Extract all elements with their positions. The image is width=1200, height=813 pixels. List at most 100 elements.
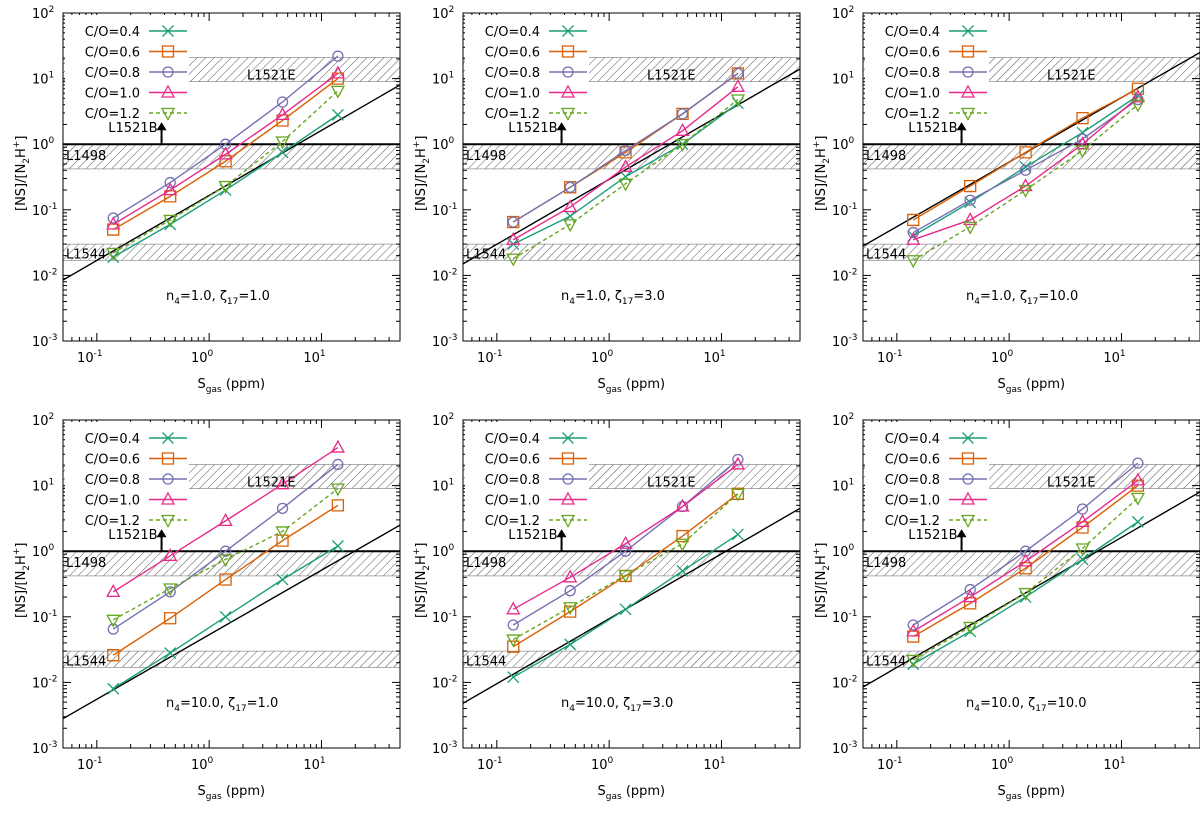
legend: C/O=0.4 C/O=0.6 C/O=0.8 C/O=1.0 C/O=1.2 [465,15,589,122]
panel-annotation: n4=1.0, ζ17=3.0 [561,289,665,307]
legend-marker [560,514,576,528]
data-point [275,136,290,150]
y-tick-label: 102 [432,412,454,429]
data-point [507,640,520,653]
data-point [107,623,119,635]
data-point [275,476,290,490]
data-point [1019,160,1032,173]
data-point [276,114,289,127]
legend-marker [960,514,976,528]
x-tick-label: 10-1 [877,756,903,773]
data-point [331,108,344,121]
series-line [112,55,339,219]
lower-limit-arrowhead [956,122,967,131]
y-tick-label: 10-2 [32,674,58,691]
data-point [1130,89,1145,103]
legend-marker [160,107,176,121]
data-point [618,570,633,584]
legend-label: C/O=1.2 [485,514,540,529]
legend-label: C/O=0.8 [85,473,140,488]
legend-label: C/O=1.0 [485,494,540,509]
y-tick-label: 10-2 [432,674,458,691]
series-c-o-1-0 [106,65,345,230]
data-point [1130,472,1145,486]
data-point [730,488,745,502]
data-point [618,159,633,173]
y-tick-label: 10-1 [832,202,858,219]
data-point [563,602,578,616]
plot-frame [62,12,401,342]
legend-label: C/O=0.4 [485,432,540,447]
data-point [732,67,744,80]
series-c-o-1-2 [506,94,745,267]
data-point [618,535,633,549]
data-point [1018,553,1033,567]
legend-marker [560,107,576,121]
legend-label: C/O=0.4 [485,25,540,40]
x-tick-label: 100 [191,349,214,366]
data-point [1076,111,1089,125]
series-line [912,98,1139,234]
data-point [330,85,345,99]
series-line [112,488,339,621]
data-point [676,529,689,543]
band-label-l1521b: L1521B [508,528,557,543]
data-point [564,181,577,194]
series-c-o-1-0 [906,472,1145,637]
legend: C/O=0.4 C/O=0.6 C/O=0.8 C/O=1.0 C/O=1.2 [65,422,189,529]
band-label-l1498: L1498 [466,149,506,164]
data-point [1130,492,1145,506]
legend-marker [162,473,174,485]
series-line [512,458,739,626]
data-point [219,573,232,586]
data-point [563,219,578,233]
y-axis-label: [NS]/[N2H+] [12,136,32,211]
series-line [512,463,739,610]
series-line [912,479,1139,632]
series-c-o-0-6 [907,82,1145,227]
band-label-l1544: L1544 [466,247,506,262]
trend-line [463,68,800,265]
band-label-l1498: L1498 [66,149,106,164]
data-point [906,623,921,637]
data-point [619,144,632,157]
series-line [912,497,1139,661]
y-tick-label: 10-2 [832,267,858,284]
band-l1544 [463,243,800,261]
y-axis-label: [NS]/[N2H+] [812,136,832,211]
series-c-o-0-4 [907,89,1144,242]
trend-line [63,524,400,720]
x-tick-label: 100 [991,349,1014,366]
data-point [1076,553,1089,566]
data-point [619,545,632,557]
data-point [907,213,920,227]
band-label-l1498: L1498 [866,556,906,571]
y-axis-label: [NS]/[N2H+] [812,543,832,618]
series-c-o-0-6 [107,72,345,236]
data-point [332,50,344,62]
legend-label: C/O=0.6 [885,46,940,61]
panel-1: L1521E L1498 L1544 L1521B 10-1 100 101 10-3 10-2… [12,5,401,395]
legend-label: C/O=0.8 [485,473,540,488]
data-point [1131,479,1145,492]
data-point [163,182,178,196]
panel-5: L1521E L1498 L1544 L1521B 10-1 100 101 10-3 10-2… [412,412,801,802]
band-label-l1544: L1544 [66,654,106,669]
x-tick-label: 101 [303,349,325,366]
legend-marker [562,473,574,485]
lower-limit-arrowhead [956,529,967,538]
data-point [676,107,689,121]
data-point [676,564,689,577]
plot-frame [862,419,1200,749]
plot-frame [462,419,801,749]
data-point [730,94,745,108]
y-tick-label: 10-1 [432,609,458,626]
series-line [512,493,739,641]
legend-label: C/O=0.8 [885,473,940,488]
data-point [564,181,576,193]
legend-label: C/O=0.6 [485,46,540,61]
data-point [218,513,233,527]
y-tick-label: 100 [432,136,455,153]
plot-area [863,51,1200,269]
x-axis-label: Sgas (ppm) [198,784,266,802]
